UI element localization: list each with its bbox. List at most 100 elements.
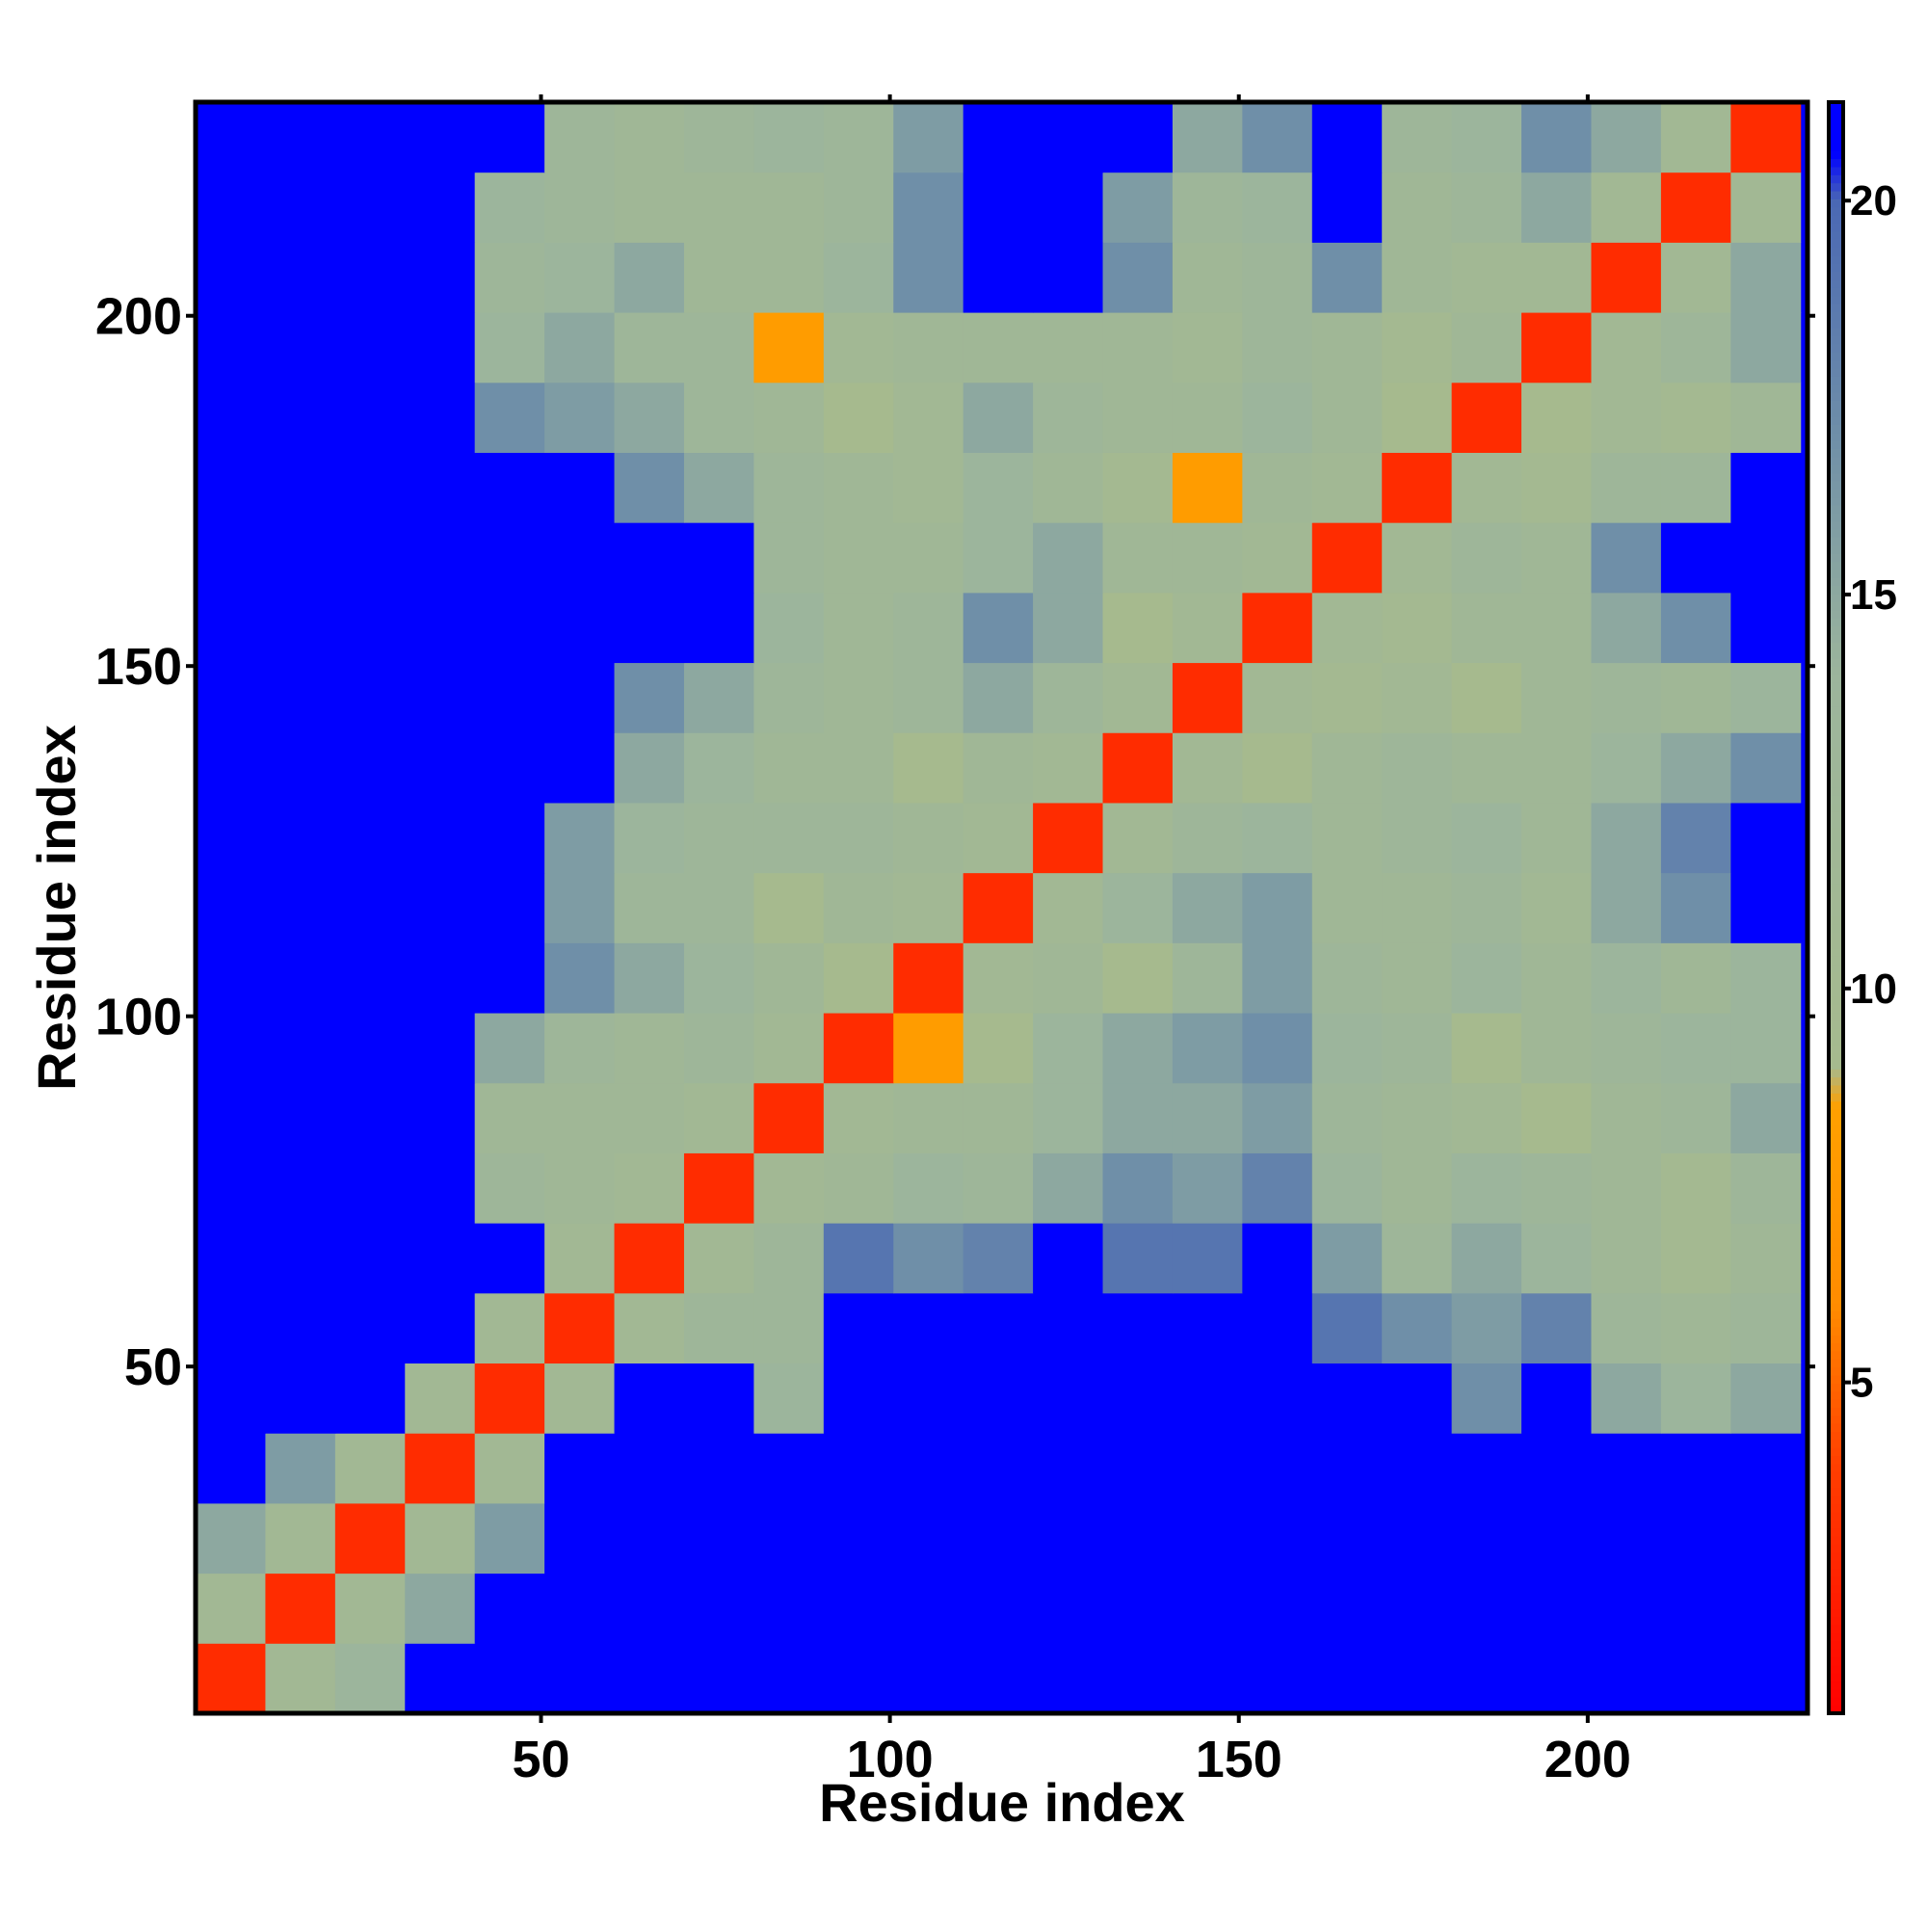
colorbar — [1829, 102, 1843, 1714]
heatmap-cell — [1102, 1013, 1174, 1084]
colorbar-tick-label: 15 — [1850, 571, 1897, 619]
heatmap-cell — [1033, 942, 1104, 1014]
heatmap-cell — [544, 1223, 616, 1294]
heatmap-cell — [196, 1363, 266, 1434]
heatmap-cell — [1451, 1013, 1522, 1084]
plot-frame — [193, 99, 1810, 1716]
heatmap-cell — [683, 1502, 754, 1575]
heatmap-cell — [1521, 102, 1592, 173]
heatmap-cell — [893, 872, 964, 943]
colorbar-segment — [1829, 1560, 1843, 1570]
colorbar-segment — [1829, 1664, 1843, 1674]
heatmap-cell — [1451, 1573, 1522, 1644]
heatmap-cell — [1382, 1643, 1453, 1714]
heatmap-cell — [753, 872, 825, 943]
heatmap-cell — [196, 732, 266, 804]
heatmap-cell — [1730, 1223, 1802, 1294]
colorbar-segment — [1829, 642, 1843, 651]
heatmap-cell — [1730, 732, 1802, 804]
colorbar-segment — [1829, 601, 1843, 611]
colorbar-tick-label: 10 — [1850, 966, 1897, 1013]
heatmap-cell — [1172, 1152, 1243, 1224]
heatmap-cell — [1102, 312, 1174, 384]
heatmap-cell — [265, 1082, 336, 1153]
heatmap-cell — [614, 662, 685, 733]
heatmap-cell — [614, 1573, 685, 1644]
heatmap-cell — [893, 242, 964, 313]
heatmap-cell — [1033, 452, 1104, 523]
heatmap-cell — [1730, 1363, 1802, 1434]
heatmap-cell — [544, 522, 616, 594]
heatmap-cell — [265, 662, 336, 733]
heatmap-cell — [893, 522, 964, 594]
heatmap-cell — [823, 382, 894, 453]
colorbar-segment — [1829, 1600, 1843, 1609]
heatmap-cell — [1521, 1502, 1592, 1575]
heatmap-cell — [334, 242, 406, 313]
heatmap-cell — [1521, 1152, 1592, 1224]
heatmap-cell — [893, 1363, 964, 1434]
colorbar-segment — [1829, 1575, 1843, 1585]
heatmap-cell — [1033, 802, 1104, 874]
heatmap-cell — [1242, 1363, 1313, 1434]
colorbar-segment — [1829, 223, 1843, 232]
heatmap-cell — [753, 942, 825, 1014]
heatmap-cell — [1521, 1292, 1592, 1364]
heatmap-cell — [1102, 522, 1174, 594]
heatmap-cell — [1382, 1433, 1453, 1504]
heatmap-cell — [1102, 102, 1174, 173]
heatmap-cell — [1660, 522, 1731, 594]
heatmap-cell — [1660, 942, 1731, 1014]
heatmap-cell — [753, 102, 825, 173]
heatmap-cell — [1521, 1573, 1592, 1644]
colorbar-segment — [1829, 400, 1843, 410]
colorbar-segment — [1829, 505, 1843, 514]
heatmap-cell — [334, 592, 406, 664]
heatmap-cell — [963, 1502, 1034, 1575]
colorbar-segment — [1829, 126, 1843, 136]
heatmap-cell — [1033, 1363, 1104, 1434]
colorbar-segment — [1829, 1076, 1843, 1086]
heatmap-cell — [1242, 1013, 1313, 1084]
colorbar-segment — [1829, 932, 1843, 941]
heatmap-cell — [1382, 872, 1453, 943]
heatmap-cell — [1730, 1292, 1802, 1364]
heatmap-cell — [1451, 452, 1522, 523]
heatmap-cell — [474, 732, 545, 804]
heatmap-cell — [405, 1152, 476, 1224]
heatmap-cell — [1382, 1573, 1453, 1644]
heatmap-cell — [1102, 1573, 1174, 1644]
colorbar-segment — [1829, 1197, 1843, 1206]
heatmap-cell — [683, 452, 754, 523]
heatmap-cell — [334, 172, 406, 243]
heatmap-cell — [544, 102, 616, 173]
heatmap-cell — [1311, 732, 1383, 804]
heatmap-cell — [1311, 242, 1383, 313]
heatmap-cell — [1242, 1082, 1313, 1153]
colorbar-segment — [1829, 102, 1843, 111]
heatmap-cell — [614, 1013, 685, 1084]
heatmap-cell — [1451, 592, 1522, 664]
colorbar-segment — [1829, 118, 1843, 127]
heatmap-cell — [614, 102, 685, 173]
heatmap-cell — [334, 452, 406, 523]
heatmap-cell — [1311, 1223, 1383, 1294]
heatmap-cell — [405, 312, 476, 384]
heatmap-cell — [1311, 1152, 1383, 1224]
heatmap-cell — [196, 242, 266, 313]
colorbar-segment — [1829, 472, 1843, 482]
colorbar-segment — [1829, 1390, 1843, 1400]
colorbar-segment — [1829, 746, 1843, 755]
colorbar-segment — [1829, 609, 1843, 619]
heatmap-cell — [334, 1082, 406, 1153]
heatmap-cell — [405, 1223, 476, 1294]
colorbar-segment — [1829, 1285, 1843, 1295]
heatmap-cell — [265, 1223, 336, 1294]
heatmap-cell — [1591, 1643, 1662, 1714]
heatmap-cell — [544, 1082, 616, 1153]
colorbar-segment — [1829, 1697, 1843, 1707]
colorbar-segment — [1829, 779, 1843, 788]
heatmap-cell — [544, 312, 616, 384]
heatmap-cell — [1382, 1502, 1453, 1575]
heatmap-cell — [753, 1433, 825, 1504]
